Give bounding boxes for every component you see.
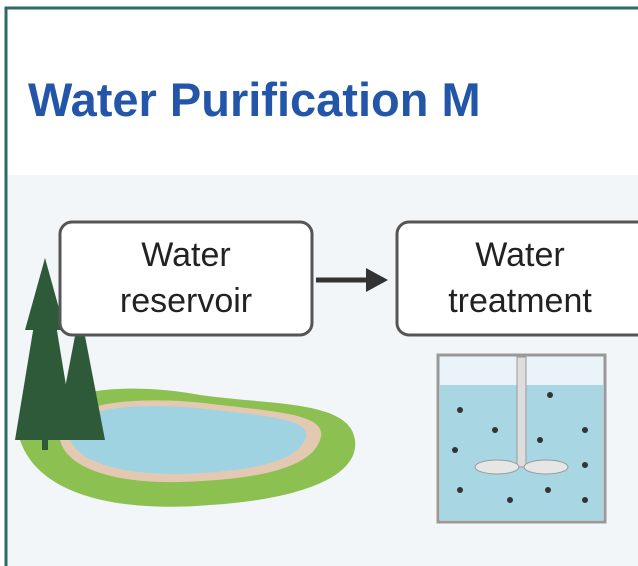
frame [4, 6, 638, 566]
node-box [58, 220, 314, 337]
node-label: treatment [448, 282, 592, 320]
node-label: Water [141, 236, 230, 274]
node-label: Water [475, 236, 564, 274]
title: Water Purification M [28, 73, 481, 126]
node-box [395, 220, 638, 337]
stirrer [516, 356, 527, 468]
node-label: reservoir [120, 282, 252, 320]
particles [452, 392, 588, 503]
trees [15, 258, 105, 450]
arrow-head [366, 268, 388, 292]
water [69, 406, 307, 475]
paddle [523, 459, 569, 475]
paddle [474, 459, 520, 475]
